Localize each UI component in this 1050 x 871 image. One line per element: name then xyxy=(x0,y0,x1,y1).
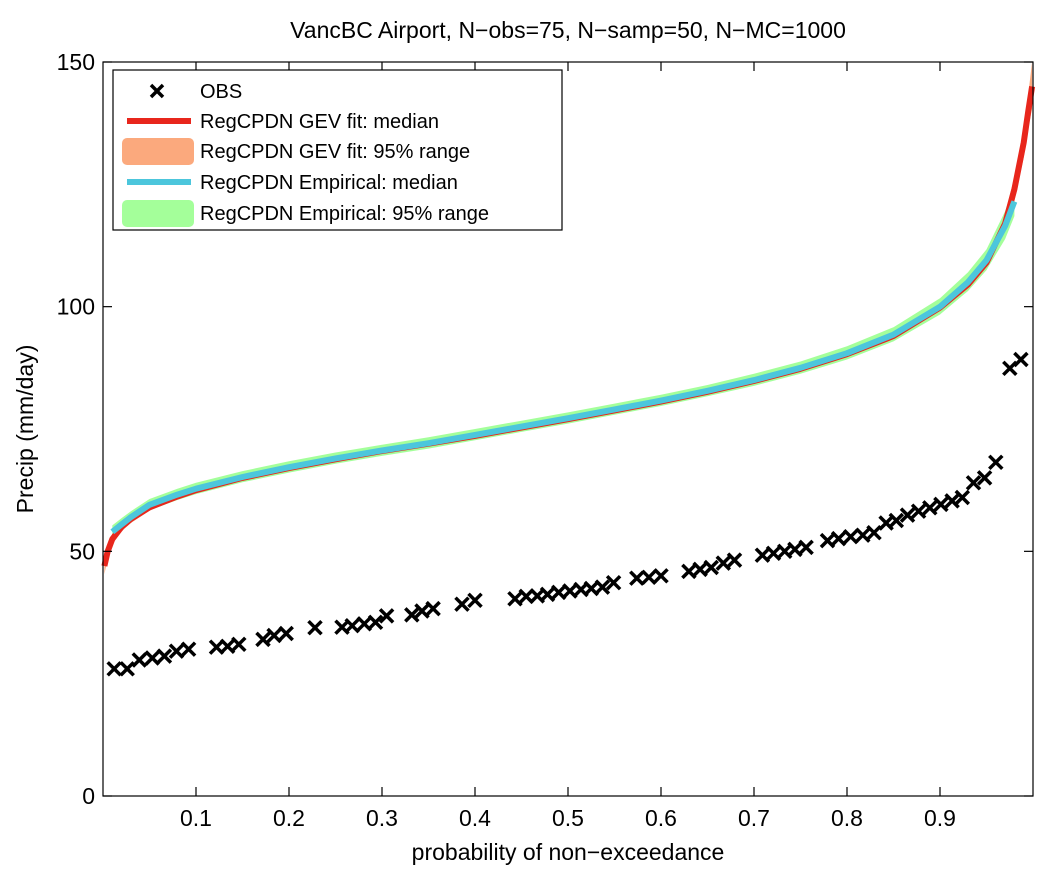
obs-point-22 xyxy=(454,596,470,612)
obs-point-21 xyxy=(425,600,441,617)
obs-point-47 xyxy=(819,532,836,549)
obs-point-17 xyxy=(367,614,384,631)
obs-point-27 xyxy=(539,586,556,603)
legend-swatch-gev-range xyxy=(122,138,194,165)
obs-point-57 xyxy=(933,496,949,513)
obs-point-23 xyxy=(467,592,483,609)
chart-title: VancBC Airport, N−obs=75, N−samp=50, N−M… xyxy=(290,17,846,43)
obs-point-59 xyxy=(954,489,971,506)
obs-point-35 xyxy=(641,569,657,586)
x-tick-label: 0.9 xyxy=(924,805,956,831)
legend-entry-gev-median: RegCPDN GEV fit: median xyxy=(127,111,439,133)
obs-point-36 xyxy=(653,568,669,584)
obs-point-5 xyxy=(168,643,185,659)
y-axis-label: Precip (mm/day) xyxy=(12,345,38,514)
obs-point-61 xyxy=(976,470,993,486)
legend-swatch-obs xyxy=(149,83,165,99)
obs-point-3 xyxy=(144,650,161,666)
legend: OBS RegCPDN GEV fit: median RegCPDN GEV … xyxy=(112,69,563,231)
obs-point-41 xyxy=(726,552,743,568)
x-tick-label: 0.2 xyxy=(273,805,305,831)
x-tick-label: 0.5 xyxy=(552,805,584,831)
legend-entry-emp-median: RegCPDN Empirical: median xyxy=(127,172,458,194)
legend-label-gev-range: RegCPDN GEV fit: 95% range xyxy=(200,141,470,163)
x-tick-label: 0.4 xyxy=(459,805,491,831)
obs-point-48 xyxy=(830,530,847,547)
obs-point-60 xyxy=(965,475,982,491)
obs-point-49 xyxy=(842,528,859,545)
obs-point-0 xyxy=(106,661,122,677)
obs-point-2 xyxy=(131,652,148,668)
obs-point-11 xyxy=(266,627,282,644)
axis-ticks: 0.1 0.2 0.3 0.4 0.5 0.6 0.7 0.8 0.9 0 50 100 150 xyxy=(57,49,1033,831)
y-tick-label: 150 xyxy=(57,49,95,75)
legend-label-gev-median: RegCPDN GEV fit: median xyxy=(200,111,439,133)
obs-point-33 xyxy=(605,574,622,591)
legend-entry-emp-range: RegCPDN Empirical: 95% range xyxy=(122,200,489,227)
legend-swatch-emp-range xyxy=(122,200,194,227)
y-tick-label: 100 xyxy=(57,294,95,320)
obs-point-19 xyxy=(404,607,420,623)
x-tick-label: 0.8 xyxy=(831,805,863,831)
obs-point-1 xyxy=(119,661,135,677)
obs-point-53 xyxy=(888,512,905,529)
x-tick-label: 0.1 xyxy=(180,805,212,831)
obs-point-64 xyxy=(1013,351,1029,368)
legend-label-emp-range: RegCPDN Empirical: 95% range xyxy=(200,203,489,225)
plot-area xyxy=(101,62,1036,677)
obs-point-6 xyxy=(180,641,197,657)
obs-point-45 xyxy=(787,541,803,558)
obs-point-18 xyxy=(378,608,395,624)
obs-point-10 xyxy=(255,631,271,648)
x-tick-label: 0.6 xyxy=(645,805,677,831)
x-tick-label: 0.7 xyxy=(738,805,770,831)
obs-point-40 xyxy=(715,555,732,571)
obs-point-24 xyxy=(507,591,523,607)
legend-label-obs: OBS xyxy=(200,81,242,103)
x-axis-label: probability of non−exceedance xyxy=(412,839,725,865)
obs-point-13 xyxy=(307,619,323,636)
obs-point-32 xyxy=(594,579,611,595)
y-tick-label: 0 xyxy=(82,783,95,809)
legend-entry-obs: OBS xyxy=(149,81,242,103)
obs-point-51 xyxy=(866,524,882,541)
obs-point-62 xyxy=(988,454,1004,471)
band-regcpdn-empirical-95-range xyxy=(112,184,1015,538)
obs-point-54 xyxy=(899,507,916,523)
obs-point-20 xyxy=(414,603,430,619)
obs-point-55 xyxy=(910,503,927,519)
obs-point-4 xyxy=(156,648,173,664)
obs-point-39 xyxy=(703,559,719,576)
obs-point-56 xyxy=(922,500,938,516)
obs-point-38 xyxy=(692,561,708,578)
obs-point-37 xyxy=(681,563,697,580)
obs-point-50 xyxy=(855,527,871,543)
obs-point-58 xyxy=(944,493,960,509)
obs-point-12 xyxy=(278,625,294,642)
obs-point-43 xyxy=(765,545,782,562)
line-regcpdn-empirical-median xyxy=(110,200,1018,535)
obs-point-46 xyxy=(798,539,814,556)
legend-label-emp-median: RegCPDN Empirical: median xyxy=(200,172,458,194)
obs-point-9 xyxy=(231,636,247,653)
obs-point-15 xyxy=(344,617,360,634)
legend-entry-gev-range: RegCPDN GEV fit: 95% range xyxy=(122,138,470,165)
y-tick-label: 50 xyxy=(69,538,95,564)
obs-point-8 xyxy=(219,638,236,655)
x-tick-label: 0.3 xyxy=(366,805,398,831)
obs-point-34 xyxy=(629,570,645,586)
